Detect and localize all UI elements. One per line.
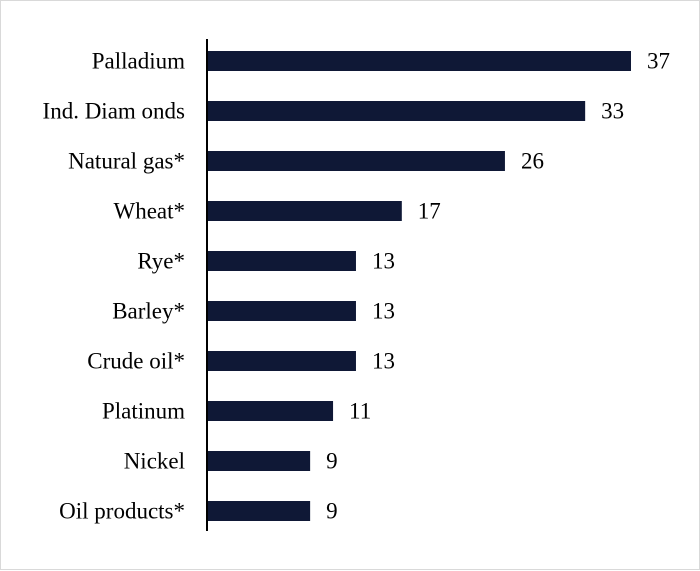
category-label: Oil products*	[59, 499, 185, 524]
value-label: 13	[372, 299, 395, 324]
category-label: Ind. Diam onds	[43, 99, 186, 124]
category-label: Palladium	[92, 49, 185, 74]
value-label: 17	[418, 199, 441, 224]
value-label: 37	[647, 49, 670, 74]
category-labels-group: Palladium Ind. Diam onds Natural gas* Wheat…	[43, 49, 186, 524]
bar	[207, 51, 631, 71]
category-label: Nickel	[124, 449, 185, 474]
category-label: Platinum	[102, 399, 185, 424]
bar	[207, 501, 311, 521]
bar	[207, 401, 334, 421]
category-label: Wheat*	[113, 199, 185, 224]
value-label: 9	[326, 449, 338, 474]
value-label: 13	[372, 349, 395, 374]
bars-group	[207, 51, 631, 521]
bar	[207, 151, 505, 171]
category-label: Natural gas*	[68, 149, 185, 174]
value-label: 9	[326, 499, 338, 524]
value-label: 11	[349, 399, 371, 424]
category-label: Barley*	[112, 299, 185, 324]
value-label: 33	[601, 99, 624, 124]
bar	[207, 101, 586, 121]
bar	[207, 351, 356, 371]
value-label: 26	[521, 149, 544, 174]
category-label: Crude oil*	[87, 349, 185, 374]
bar	[207, 301, 356, 321]
value-label: 13	[372, 249, 395, 274]
bar	[207, 201, 402, 221]
bar	[207, 251, 356, 271]
category-label: Rye*	[137, 249, 185, 274]
bar	[207, 451, 311, 471]
